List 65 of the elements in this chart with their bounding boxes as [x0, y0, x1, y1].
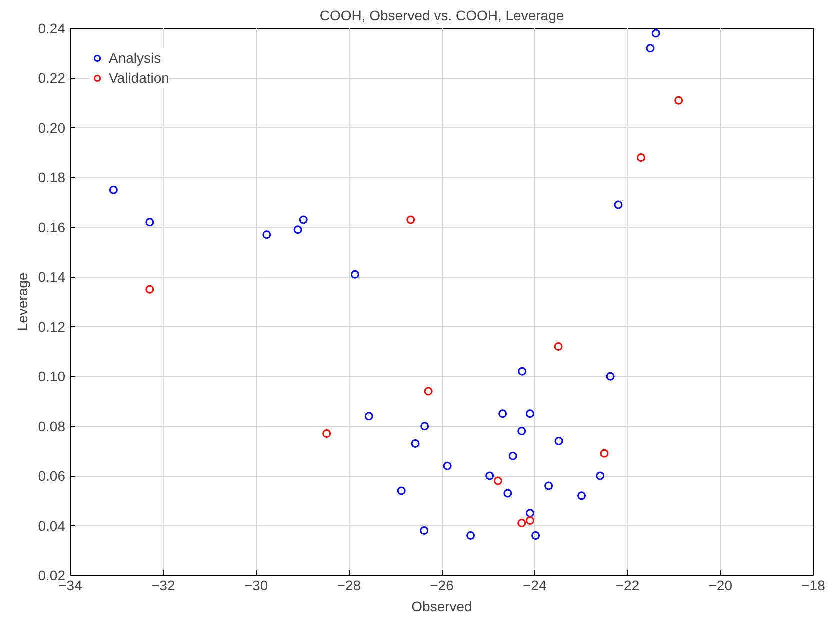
y-tick-label: 0.12 [38, 318, 66, 335]
y-tick-label: 0.16 [38, 219, 66, 236]
point [544, 482, 554, 490]
x-tick-label: −28 [337, 578, 362, 594]
y-tick-label: 0.22 [38, 70, 66, 86]
point [652, 29, 660, 38]
point [532, 531, 540, 540]
point [526, 509, 534, 518]
x-tick-label: −18 [802, 578, 826, 594]
point [504, 489, 512, 498]
point [596, 472, 605, 480]
legend-label: Validation [109, 70, 170, 86]
point [674, 96, 684, 105]
x-axis-title: Observed [412, 598, 472, 614]
y-tick-label: 0.04 [38, 518, 66, 534]
point [526, 410, 534, 418]
x-tick-label: −22 [616, 578, 640, 594]
point [420, 422, 430, 431]
point [636, 154, 646, 162]
x-tick-label: −20 [708, 578, 733, 594]
y-tick-label: 0.18 [38, 170, 66, 186]
point [109, 186, 118, 194]
x-tick-label: −32 [152, 578, 176, 594]
point [614, 200, 623, 210]
point [146, 218, 154, 227]
y-tick-label: 0.24 [38, 20, 66, 36]
chart-title: COOH, Observed vs. COOH, Leverage [320, 8, 564, 24]
x-tick-label: −26 [430, 578, 454, 594]
point [424, 387, 433, 396]
point [350, 270, 360, 279]
y-tick-label: 0.08 [38, 418, 66, 434]
point [646, 44, 655, 53]
legend-label: Analysis [109, 50, 162, 66]
point [466, 531, 476, 540]
point [364, 412, 374, 421]
y-tick-label: 0.14 [38, 269, 66, 286]
point [406, 216, 416, 224]
x-tick-label: −24 [523, 578, 547, 594]
point [486, 472, 494, 480]
point [299, 216, 308, 224]
point [600, 449, 609, 458]
point [294, 226, 302, 234]
point [420, 526, 429, 535]
point [518, 519, 526, 528]
point [262, 230, 272, 240]
point [554, 342, 563, 351]
point [397, 486, 406, 496]
point [518, 427, 526, 436]
point [526, 516, 534, 526]
point [578, 492, 586, 500]
point [443, 462, 452, 470]
point [322, 430, 332, 438]
x-tick-label: −30 [244, 578, 268, 594]
y-axis-title: Leverage [14, 272, 30, 332]
point [498, 410, 508, 418]
point [606, 372, 615, 381]
y-tick-label: 0.10 [38, 368, 66, 385]
point [508, 452, 518, 460]
y-tick-label: 0.06 [38, 468, 66, 484]
point [554, 436, 564, 446]
point [494, 476, 502, 486]
point [411, 439, 420, 448]
point [518, 367, 527, 376]
point [146, 285, 154, 294]
y-tick-label: 0.20 [38, 120, 66, 136]
